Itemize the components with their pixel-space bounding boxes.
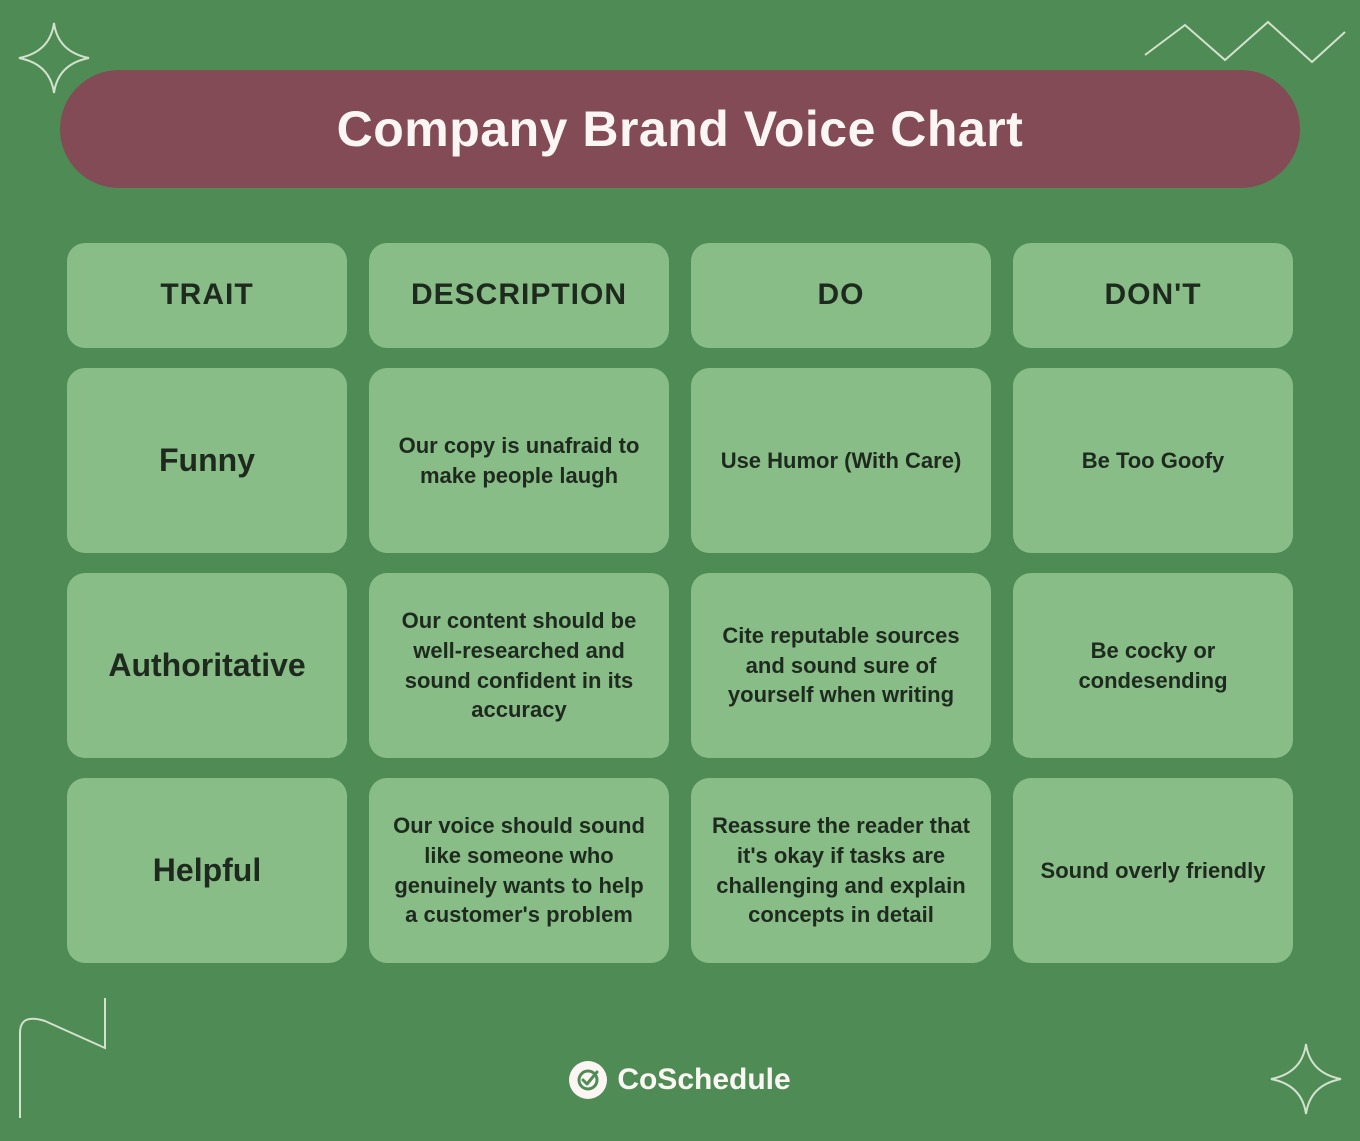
- do-cell: Cite reputable sources and sound sure of…: [691, 573, 991, 758]
- description-cell: Our content should be well-researched an…: [369, 573, 669, 758]
- dont-cell: Be cocky or condesending: [1013, 573, 1293, 758]
- dont-cell: Be Too Goofy: [1013, 368, 1293, 553]
- column-header-trait: TRAIT: [67, 243, 347, 348]
- chart-title: Company Brand Voice Chart: [60, 70, 1300, 188]
- trait-cell: Funny: [67, 368, 347, 553]
- coschedule-logo-icon: [569, 1061, 607, 1099]
- description-cell: Our copy is unafraid to make people laug…: [369, 368, 669, 553]
- trait-cell: Helpful: [67, 778, 347, 963]
- trait-cell: Authoritative: [67, 573, 347, 758]
- column-header-description: DESCRIPTION: [369, 243, 669, 348]
- description-cell: Our voice should sound like someone who …: [369, 778, 669, 963]
- footer-brand: CoSchedule: [0, 1061, 1360, 1099]
- sparkle-top-left-icon: [14, 18, 94, 98]
- dont-cell: Sound overly friendly: [1013, 778, 1293, 963]
- do-cell: Use Humor (With Care): [691, 368, 991, 553]
- footer-brand-name: CoSchedule: [617, 1063, 790, 1097]
- column-header-do: DO: [691, 243, 991, 348]
- squiggle-bottom-left-icon: [10, 993, 130, 1123]
- infographic-canvas: Company Brand Voice Chart TRAIT DESCRIPT…: [0, 0, 1360, 1141]
- do-cell: Reassure the reader that it's okay if ta…: [691, 778, 991, 963]
- column-header-dont: DON'T: [1013, 243, 1293, 348]
- zigzag-top-right-icon: [1140, 10, 1350, 80]
- voice-chart-table: TRAIT DESCRIPTION DO DON'T Funny Our cop…: [60, 243, 1300, 963]
